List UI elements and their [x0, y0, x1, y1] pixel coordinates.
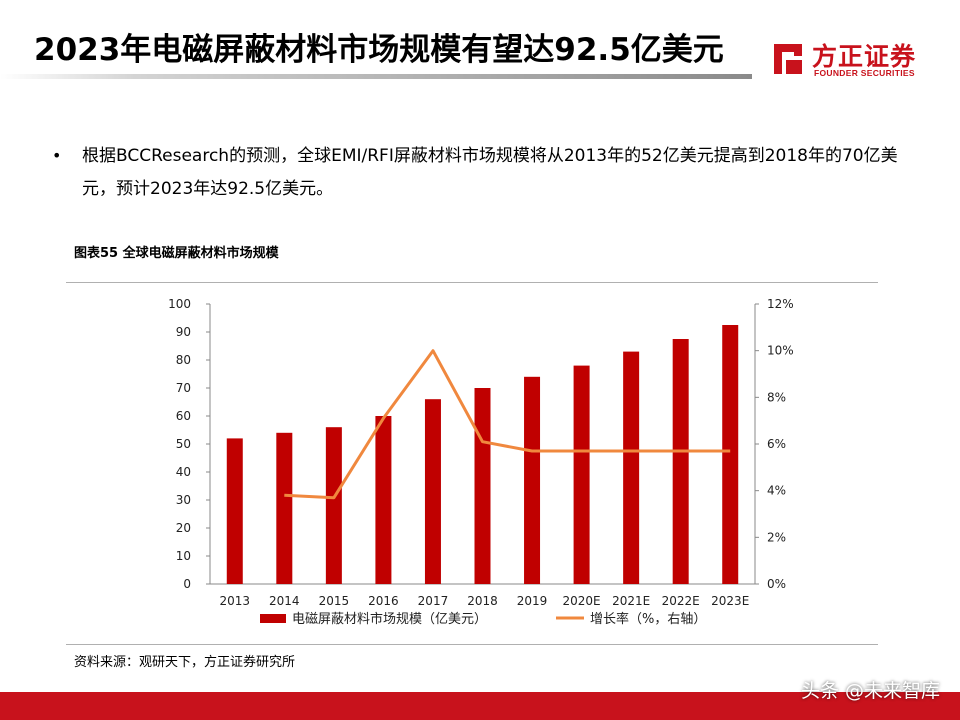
x-axis-tick-label: 2020E [563, 594, 601, 608]
bar [623, 351, 640, 584]
right-axis-tick-label: 4% [767, 484, 786, 498]
page-title: 2023年电磁屏蔽材料市场规模有望达92.5亿美元 [34, 32, 724, 68]
bullet-icon: • [52, 146, 62, 165]
x-axis-tick-label: 2015 [319, 594, 350, 608]
left-axis-tick-label: 90 [176, 325, 191, 339]
legend-bar-swatch [260, 614, 286, 623]
logo-subtitle: FOUNDER SECURITIES [814, 68, 915, 78]
body-paragraph: 根据BCCResearch的预测，全球EMI/RFI屏蔽材料市场规模将从2013… [82, 146, 898, 199]
left-axis-tick-label: 70 [176, 381, 191, 395]
bar [524, 376, 541, 584]
bar [276, 432, 293, 584]
x-axis-tick-label: 2021E [612, 594, 650, 608]
left-axis-tick-label: 50 [176, 437, 191, 451]
source-note: 资料来源：观研天下，方正证券研究所 [74, 655, 296, 670]
x-axis-tick-label: 2019 [517, 594, 548, 608]
x-axis-tick-label: 2013 [219, 594, 250, 608]
right-axis-tick-label: 6% [767, 437, 786, 451]
logo-name: 方正证券 [812, 42, 917, 71]
founder-logo: 方正证券 FOUNDER SECURITIES [768, 36, 938, 82]
left-axis-tick-label: 40 [176, 465, 191, 479]
left-axis-tick-label: 100 [168, 297, 191, 311]
title-divider [0, 74, 752, 79]
x-axis-tick-label: 2016 [368, 594, 399, 608]
right-axis-tick-label: 0% [767, 577, 786, 591]
x-axis-tick-label: 2014 [269, 594, 300, 608]
right-axis-tick-label: 12% [767, 297, 794, 311]
x-axis-tick-label: 2018 [467, 594, 498, 608]
left-axis-tick-label: 0 [183, 577, 191, 591]
bar [474, 388, 491, 584]
bar [672, 339, 689, 584]
founder-logo-icon [774, 44, 802, 74]
footer-bar [0, 692, 960, 720]
bar [226, 438, 243, 584]
left-axis-tick-label: 10 [176, 549, 191, 563]
x-axis-tick-label: 2023E [711, 594, 749, 608]
chart-bottom-rule [66, 644, 878, 645]
x-axis-tick-label: 2022E [662, 594, 700, 608]
right-axis-tick-label: 8% [767, 390, 786, 404]
left-axis-tick-label: 30 [176, 493, 191, 507]
legend-line-label: 增长率（%，右轴） [590, 611, 706, 627]
bar [573, 365, 590, 584]
bar [375, 416, 392, 584]
x-axis-tick-label: 2017 [418, 594, 449, 608]
chart-top-rule [66, 282, 878, 283]
right-axis-tick-label: 10% [767, 344, 794, 358]
chart-title: 图表55 全球电磁屏蔽材料市场规模 [74, 246, 279, 261]
bar [424, 399, 441, 584]
bar [325, 427, 342, 584]
left-axis-tick-label: 20 [176, 521, 191, 535]
left-axis-tick-label: 60 [176, 409, 191, 423]
growth-rate-line [284, 349, 731, 500]
right-axis-tick-label: 2% [767, 530, 786, 544]
legend-bar-label: 电磁屏蔽材料市场规模（亿美元） [292, 611, 487, 627]
watermark: 头条 @未来智库 [800, 680, 940, 702]
left-axis-tick-label: 80 [176, 353, 191, 367]
bar [722, 325, 739, 584]
